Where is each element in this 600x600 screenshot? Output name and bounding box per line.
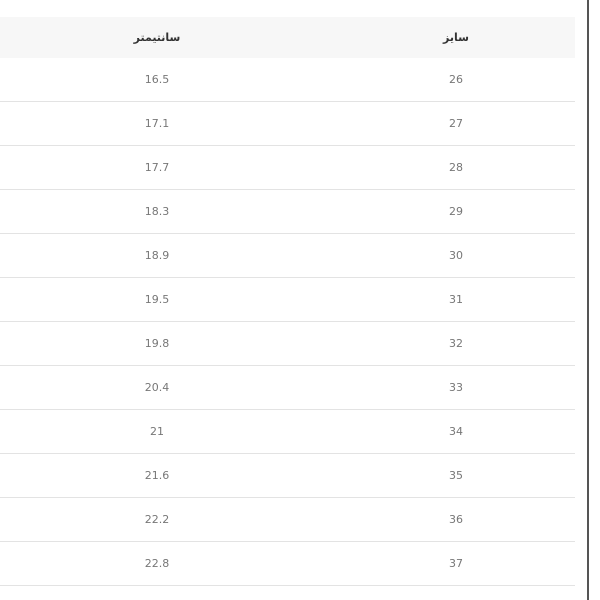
cell-size: 32 [449, 337, 463, 350]
cell-centimeter: 21 [150, 425, 164, 438]
table-row: 19.5 31 [0, 278, 575, 322]
cell-centimeter: 18.3 [144, 205, 170, 218]
cell-centimeter: 20.4 [144, 381, 170, 394]
header-size: سایز [443, 31, 469, 44]
cell-centimeter: 19.8 [144, 337, 170, 350]
cell-size: 36 [449, 513, 463, 526]
cell-size: 30 [449, 249, 463, 262]
table-header: سانتیمتر سایز [0, 17, 575, 58]
cell-centimeter: 17.1 [144, 117, 170, 130]
cell-size: 28 [449, 161, 463, 174]
cell-size: 27 [449, 117, 463, 130]
table-row: 16.5 26 [0, 58, 575, 102]
cell-size: 33 [449, 381, 463, 394]
cell-centimeter: 22.8 [144, 557, 170, 570]
table-row: 21 34 [0, 410, 575, 454]
cell-centimeter: 21.6 [144, 469, 170, 482]
table-row: 21.6 35 [0, 454, 575, 498]
table-row: 22.8 37 [0, 542, 575, 586]
cell-size: 34 [449, 425, 463, 438]
cell-centimeter: 16.5 [144, 73, 170, 86]
cell-size: 31 [449, 293, 463, 306]
size-chart-table: سانتیمتر سایز 16.5 26 17.1 27 17.7 28 18.3 29 18… [0, 17, 575, 586]
table-row: 20.4 33 [0, 366, 575, 410]
table-row: 17.7 28 [0, 146, 575, 190]
cell-size: 37 [449, 557, 463, 570]
table-row: 18.3 29 [0, 190, 575, 234]
cell-centimeter: 22.2 [144, 513, 170, 526]
table-row: 19.8 32 [0, 322, 575, 366]
cell-centimeter: 17.7 [144, 161, 170, 174]
table-row: 17.1 27 [0, 102, 575, 146]
table-row: 22.2 36 [0, 498, 575, 542]
cell-size: 29 [449, 205, 463, 218]
cell-centimeter: 19.5 [144, 293, 170, 306]
scrollbar-edge [587, 0, 589, 600]
table-row: 18.9 30 [0, 234, 575, 278]
cell-centimeter: 18.9 [144, 249, 170, 262]
cell-size: 35 [449, 469, 463, 482]
cell-size: 26 [449, 73, 463, 86]
header-centimeter: سانتیمتر [133, 31, 181, 44]
